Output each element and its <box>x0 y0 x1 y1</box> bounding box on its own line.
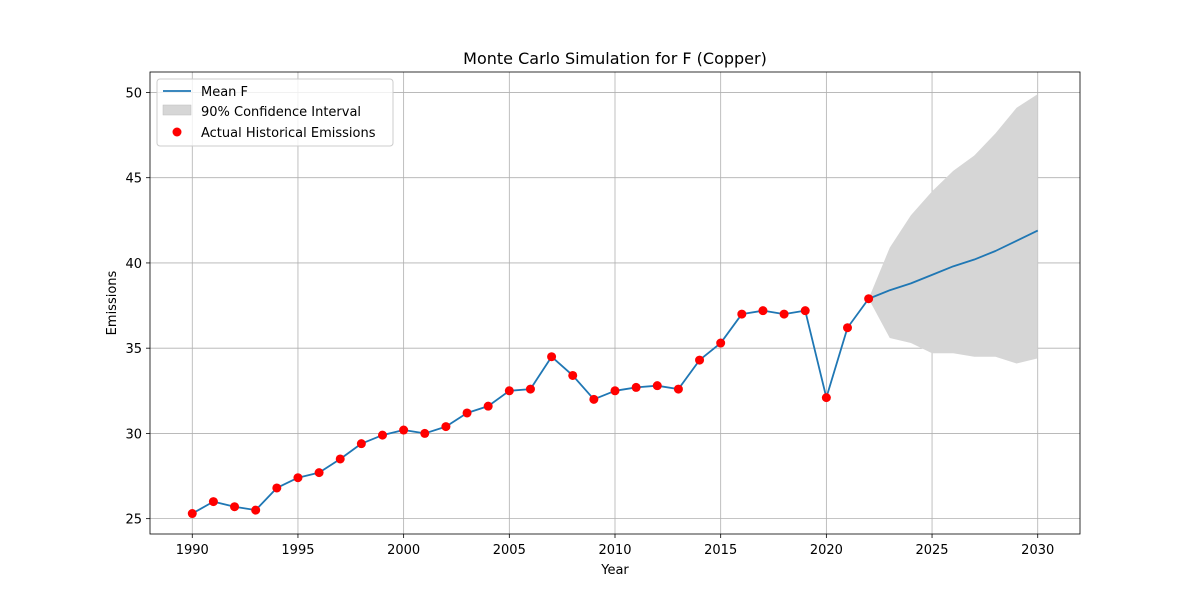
actual-emission-point <box>187 509 197 519</box>
actual-emission-point <box>483 401 493 411</box>
actual-emission-point <box>420 428 430 438</box>
x-tick-label: 2000 <box>387 543 420 558</box>
actual-emission-point <box>230 502 240 512</box>
actual-emission-point <box>864 294 874 304</box>
y-tick-label: 35 <box>125 342 142 357</box>
actual-emission-point <box>779 309 789 319</box>
actual-emission-point <box>356 439 366 449</box>
actual-emission-point <box>800 306 810 316</box>
y-axis-label: Emissions <box>105 270 120 335</box>
actual-emission-point <box>695 355 705 365</box>
actual-emission-point <box>272 483 282 493</box>
confidence-band <box>868 94 1038 364</box>
actual-emission-point <box>631 382 641 392</box>
y-tick-label: 25 <box>125 513 142 528</box>
confidence-band-layer <box>868 94 1038 364</box>
legend-box <box>156 78 394 147</box>
x-tick-label: 2005 <box>493 543 526 558</box>
legend-swatch-ci <box>162 104 192 116</box>
actual-emission-point <box>652 381 662 391</box>
actual-emission-point <box>293 473 303 483</box>
y-tick-label: 45 <box>125 172 142 187</box>
actual-emission-point <box>568 370 578 380</box>
actual-emission-point <box>335 454 345 464</box>
actual-emission-point <box>208 497 218 507</box>
actual-emission-point <box>399 425 409 435</box>
actual-points-layer <box>187 294 874 519</box>
chart-title: Monte Carlo Simulation for F (Copper) <box>463 49 767 68</box>
x-tick-label: 2030 <box>1021 543 1054 558</box>
actual-emission-point <box>589 394 599 404</box>
x-axis-label: Year <box>600 563 629 578</box>
actual-emission-point <box>673 384 683 394</box>
legend-label-ci: 90% Confidence Interval <box>201 105 361 120</box>
x-tick-label: 2010 <box>598 543 631 558</box>
x-tick-label: 2025 <box>915 543 948 558</box>
x-tick-label: 1990 <box>176 543 209 558</box>
actual-emission-point <box>821 393 831 403</box>
actual-emission-point <box>441 422 451 432</box>
actual-emission-point <box>610 386 620 396</box>
actual-emission-point <box>462 408 472 418</box>
actual-emission-point <box>314 468 324 478</box>
actual-emission-point <box>378 430 387 440</box>
actual-emission-point <box>525 384 535 394</box>
y-tick-label: 50 <box>125 86 142 101</box>
axis-ticks: 1990 1995 2000 2005 2010 2015 2020 2025 2030 25 30… <box>125 86 1054 558</box>
actual-emission-point <box>758 306 768 316</box>
x-tick-label: 2020 <box>810 543 843 558</box>
actual-emission-point <box>716 338 726 348</box>
legend-label-actual: Actual Historical Emissions <box>201 126 376 141</box>
y-tick-label: 30 <box>125 427 142 442</box>
legend-swatch-actual <box>172 127 182 137</box>
actual-emission-point <box>843 323 852 333</box>
actual-emission-point <box>504 386 514 396</box>
y-tick-label: 40 <box>125 257 142 272</box>
actual-emission-point <box>547 352 557 362</box>
x-tick-label: 2015 <box>704 543 737 558</box>
legend-label-mean: Mean F <box>201 85 248 100</box>
x-tick-label: 1995 <box>281 543 314 558</box>
actual-emission-point <box>737 309 747 319</box>
legend: Mean F 90% Confidence Interval Actual Hi… <box>156 78 394 147</box>
actual-emission-point <box>251 505 261 515</box>
